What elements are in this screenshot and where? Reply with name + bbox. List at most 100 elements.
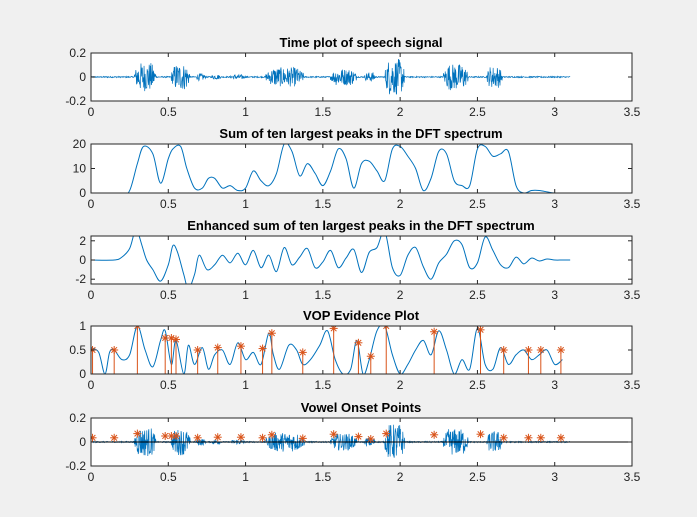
subplot-4-title: VOP Evidence Plot	[303, 308, 420, 323]
asterisk-stroke	[259, 345, 266, 352]
stem-marker	[110, 346, 119, 354]
x-tick-label: 3.5	[624, 288, 641, 302]
y-tick-label: 0	[79, 70, 86, 84]
stem-marker	[524, 346, 533, 354]
stem-marker	[354, 338, 363, 347]
asterisk-stroke	[172, 336, 180, 343]
asterisk-stroke	[162, 432, 169, 440]
x-tick-label: 3.5	[624, 470, 641, 484]
x-tick-label: 0.5	[160, 470, 177, 484]
asterisk-stroke	[268, 431, 276, 438]
asterisk-stroke	[385, 326, 390, 330]
evidence-line	[91, 326, 563, 374]
x-tick-label: 2	[397, 197, 404, 211]
x-tick-label: 1	[242, 197, 249, 211]
subplot-5-title: Vowel Onset Points	[301, 400, 421, 415]
subplot-2-title: Sum of ten largest peaks in the DFT spec…	[219, 126, 502, 141]
asterisk-stroke	[537, 346, 544, 354]
x-tick-label: 2	[397, 378, 404, 392]
x-tick-label: 2	[397, 105, 404, 119]
x-tick-label: 0.5	[160, 197, 177, 211]
series-line	[91, 144, 571, 193]
vop-marker	[236, 433, 245, 442]
asterisk-stroke	[237, 434, 245, 441]
x-tick-label: 2.5	[469, 470, 486, 484]
x-tick-label: 2.5	[469, 288, 486, 302]
asterisk-stroke	[214, 344, 221, 351]
asterisk-stroke	[537, 434, 544, 441]
y-tick-label: 20	[73, 137, 87, 151]
asterisk-stroke	[111, 346, 118, 354]
asterisk-stroke	[525, 434, 532, 441]
stem-marker	[213, 343, 222, 352]
stem-marker	[382, 326, 391, 330]
stem-marker	[329, 326, 338, 333]
asterisk-stroke	[237, 343, 245, 350]
asterisk-stroke	[91, 434, 96, 441]
subplot-1: Time plot of speech signal 0 0.5 1 1.5 2 2.5 3…	[65, 35, 640, 119]
speech-waveform	[91, 59, 571, 95]
x-tick-label: 2.5	[469, 105, 486, 119]
plot-area	[91, 59, 571, 95]
asterisk-stroke	[134, 430, 141, 437]
vop-marker	[382, 429, 391, 438]
y-tick-label: 2	[79, 234, 86, 248]
y-tick-label: -0.2	[65, 94, 86, 108]
x-tick-label: 2.5	[469, 197, 486, 211]
x-tick-label: 1	[242, 105, 249, 119]
subplot-3-title: Enhanced sum of ten largest peaks in the…	[187, 218, 534, 233]
vop-marker	[430, 430, 439, 439]
stem-marker	[258, 344, 267, 353]
x-tick-label: 1.5	[315, 288, 332, 302]
y-tick-label: 10	[73, 162, 87, 176]
stem-marker	[267, 329, 276, 338]
asterisk-stroke	[430, 328, 438, 335]
y-tick-label: -2	[75, 272, 86, 286]
x-tick-label: 3.5	[624, 105, 641, 119]
vop-marker	[536, 433, 545, 442]
subplot-3: Enhanced sum of ten largest peaks in the…	[75, 218, 640, 302]
y-tick-label: 0.2	[69, 411, 86, 425]
x-tick-label: 3.5	[624, 378, 641, 392]
asterisk-stroke	[168, 432, 175, 440]
axes-background	[91, 236, 632, 284]
y-tick-label: 0	[79, 186, 86, 200]
asterisk-stroke	[367, 435, 374, 443]
x-tick-label: 1	[242, 378, 249, 392]
asterisk-stroke	[299, 435, 306, 442]
asterisk-stroke	[168, 334, 175, 342]
asterisk-stroke	[430, 431, 438, 438]
vop-marker	[499, 433, 508, 442]
plot-area	[91, 326, 632, 374]
y-tick-label: 0	[79, 435, 86, 449]
y-tick-label: 0	[79, 253, 86, 267]
plot-area	[91, 424, 632, 458]
y-tick-label: -0.2	[65, 459, 86, 473]
x-tick-label: 1	[242, 470, 249, 484]
asterisk-stroke	[214, 434, 221, 441]
vop-marker	[556, 433, 565, 442]
x-tick-label: 1.5	[315, 197, 332, 211]
stem-marker	[133, 326, 142, 330]
x-tick-label: 3.5	[624, 197, 641, 211]
asterisk-stroke	[383, 326, 387, 330]
vop-marker	[110, 433, 119, 442]
vop-marker	[133, 429, 142, 438]
x-tick-label: 3	[551, 105, 558, 119]
x-tick-label: 1	[242, 288, 249, 302]
asterisk-stroke	[525, 346, 532, 354]
subplot-4: VOP Evidence Plot 0 0.5 1 1.5 2 2.5 3 3.5 1 0.5 0	[69, 308, 640, 392]
stem-marker	[236, 342, 245, 351]
stem-marker	[172, 335, 181, 344]
vop-marker	[366, 435, 375, 443]
x-tick-label: 1.5	[315, 105, 332, 119]
stem-marker	[193, 346, 202, 354]
asterisk-stroke	[259, 434, 266, 441]
asterisk-stroke	[367, 353, 374, 360]
x-tick-label: 0	[88, 197, 95, 211]
asterisk-stroke	[330, 431, 337, 438]
asterisk-stroke	[330, 326, 337, 332]
vop-marker	[213, 433, 222, 442]
x-tick-label: 1.5	[315, 378, 332, 392]
asterisk-stroke	[383, 430, 390, 437]
